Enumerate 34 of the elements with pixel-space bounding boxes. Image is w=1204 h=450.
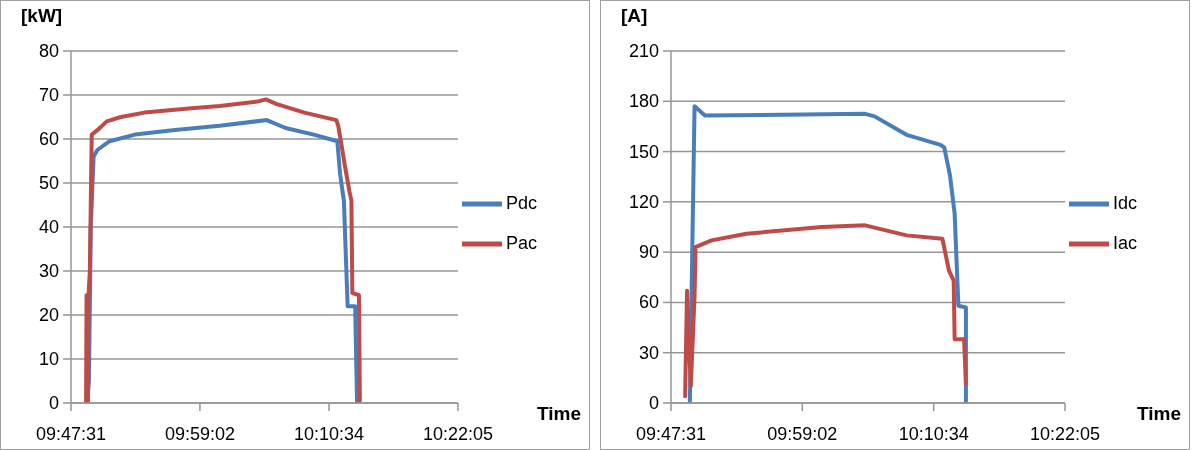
y-tick-label: 70 [38,85,59,105]
y-tick-label: 60 [638,292,659,313]
x-axis-title: Time [536,403,581,425]
y-tick-label: 150 [628,141,659,162]
x-tick-label: 09:47:31 [635,423,707,444]
y-tick-label: 0 [48,393,59,413]
y-tick-label: 60 [38,129,59,149]
y-axis-title: [kW] [21,5,63,27]
legend-label: Idc [1112,192,1137,213]
y-tick-label: 90 [638,242,659,263]
y-tick-label: 80 [38,41,59,61]
y-tick-label: 120 [628,191,659,212]
x-tick-label: 09:47:31 [35,423,107,444]
y-tick-label: 30 [638,342,659,363]
y-tick-label: 0 [648,393,659,413]
x-tick-label: 10:22:05 [1029,423,1101,444]
x-axis-title: Time [1136,403,1181,425]
legend-label: Pac [505,232,537,253]
x-tick-label: 09:59:02 [767,423,838,444]
legend-label: Pdc [505,192,537,213]
y-tick-label: 40 [38,217,59,237]
x-tick-label: 10:22:05 [422,423,494,444]
y-tick-label: 50 [38,173,59,193]
y-tick-label: 210 [628,41,659,61]
y-tick-label: 20 [38,305,59,325]
y-axis-title: [A] [621,5,648,27]
line-series [683,223,968,399]
y-tick-label: 10 [38,349,59,369]
y-tick-label: 180 [628,91,659,112]
x-tick-label: 10:10:34 [294,423,365,444]
x-tick-label: 10:10:34 [898,423,969,444]
y-tick-label: 30 [38,261,59,281]
legend-label: Iac [1112,232,1137,253]
x-tick-label: 09:59:02 [164,423,235,444]
